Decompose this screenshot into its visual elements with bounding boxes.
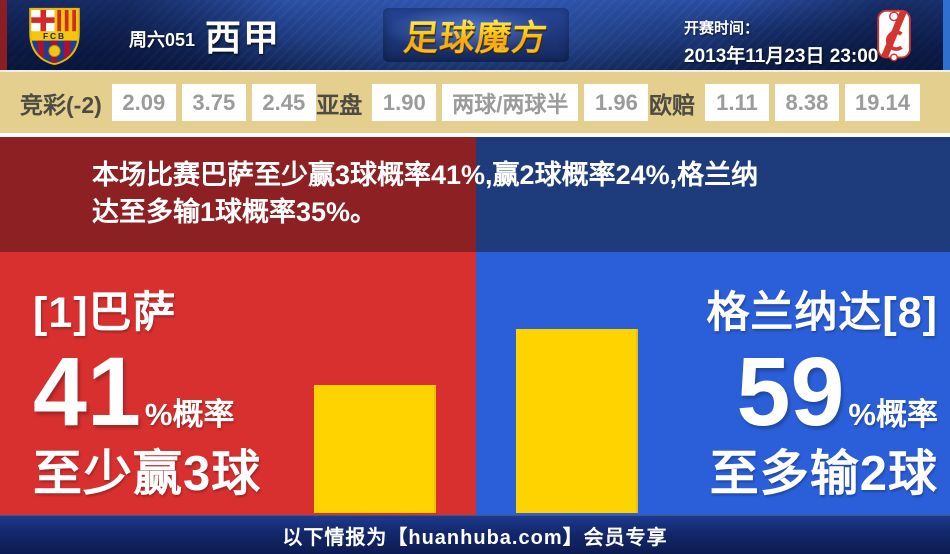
kickoff-label: 开赛时间： (684, 20, 760, 37)
site-logo-text: 足球魔方 (401, 10, 550, 61)
home-team-name: [1]巴萨 (33, 289, 177, 337)
odds-value-box: 1.96 (584, 84, 649, 121)
away-probability-bar (516, 329, 638, 513)
away-team-name: 格兰纳达[8] (706, 289, 938, 337)
away-percent-suffix: %概率 (848, 397, 938, 432)
league-name: 西甲 (205, 17, 282, 58)
home-percent-row: 41 %概率 (33, 336, 234, 448)
summary-band: 本场比赛巴萨至少赢3球概率41%,赢2球概率24%,格兰纳 达至多输1球概率35… (0, 137, 950, 252)
prediction-summary: 本场比赛巴萨至少赢3球概率41%,赢2球概率24%,格兰纳 达至多输1球概率35… (92, 157, 758, 231)
home-percent-suffix: %概率 (144, 397, 235, 432)
match-info: 周六051 西甲 (129, 0, 281, 70)
home-outcome: 至少赢3球 (33, 446, 262, 501)
away-panel-text: 格兰纳达[8] 59 %概率 至多输2球 (706, 252, 938, 505)
kickoff-info: 开赛时间： 2013年11月23日 23:00 (684, 17, 878, 68)
home-percent-value: 41 (33, 337, 141, 446)
site-logo[interactable]: 足球魔方 (383, 8, 569, 62)
odds-group-yapan: 亚盘 1.90 两球/两球半 1.96 (316, 84, 649, 121)
odds-handicap-box: 两球/两球半 (442, 84, 579, 121)
member-notice: 以下情报为【huanhuba.com】会员专享 (282, 526, 668, 549)
away-team-panel: 格兰纳达[8] 59 %概率 至多输2球 (476, 252, 950, 515)
odds-group-jingcai: 竞彩(-2) 2.09 3.75 2.45 (20, 84, 316, 121)
odds-label-oupei: 欧赔 (648, 91, 695, 118)
barcelona-crest-icon: FCB (26, 7, 83, 70)
odds-value-box: 1.90 (372, 84, 437, 121)
footer-bar: 以下情报为【huanhuba.com】会员专享 (0, 515, 950, 554)
kickoff-time: 2013年11月23日 23:00 (684, 46, 879, 67)
svg-text:FCB: FCB (43, 31, 66, 41)
odds-value-box: 8.38 (774, 84, 839, 121)
match-number: 周六051 (129, 30, 196, 50)
summary-line-1: 本场比赛巴萨至少赢3球概率41%,赢2球概率24%,格兰纳 (92, 160, 759, 190)
home-team-panel: [1]巴萨 41 %概率 至少赢3球 (0, 252, 476, 515)
odds-value-box: 3.75 (181, 84, 246, 121)
odds-value-box: 2.09 (111, 84, 176, 121)
home-probability-bar (314, 385, 436, 513)
left-red-edge (0, 0, 7, 70)
away-percent-value: 59 (736, 337, 845, 446)
right-blue-edge (943, 0, 950, 70)
odds-label-yapan: 亚盘 (316, 91, 363, 118)
away-percent-row: 59 %概率 (737, 336, 938, 448)
granada-crest-icon (874, 8, 914, 69)
probability-panels: [1]巴萨 41 %概率 至少赢3球 格兰纳达[8] 59 %概率 至多输2球 (0, 252, 950, 515)
odds-value-box: 1.11 (704, 84, 769, 121)
odds-label-jingcai: 竞彩(-2) (20, 91, 102, 118)
odds-value-box: 2.45 (251, 84, 316, 121)
odds-group-oupei: 欧赔 1.11 8.38 19.14 (649, 84, 920, 121)
odds-value-box: 19.14 (844, 84, 920, 121)
odds-bar: 竞彩(-2) 2.09 3.75 2.45 亚盘 1.90 两球/两球半 1.9… (0, 70, 950, 137)
match-header: FCB 周六051 西甲 足球魔方 开赛时间： 2013年11月23日 23:0… (0, 0, 950, 70)
away-outcome: 至多输2球 (709, 446, 938, 501)
home-panel-text: [1]巴萨 41 %概率 至少赢3球 (33, 252, 261, 505)
summary-line-2: 达至多输1球概率35%。 (92, 197, 378, 227)
